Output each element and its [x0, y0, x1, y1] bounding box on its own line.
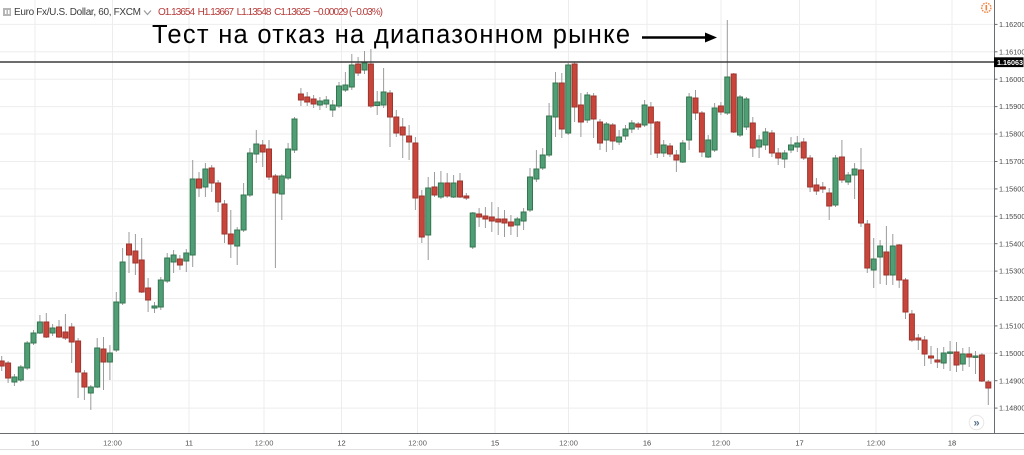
- svg-text:1.15100: 1.15100: [999, 322, 1024, 331]
- svg-text:1.15000: 1.15000: [999, 349, 1024, 358]
- svg-text:1.16000: 1.16000: [999, 75, 1024, 84]
- svg-text:1.15600: 1.15600: [999, 185, 1024, 194]
- svg-text:1.15700: 1.15700: [999, 157, 1024, 166]
- svg-text:Тест на отказ на диапазонном р: Тест на отказ на диапазонном рынке: [152, 21, 630, 49]
- svg-text:1.15300: 1.15300: [999, 267, 1024, 276]
- svg-text:1.16100: 1.16100: [999, 47, 1024, 56]
- svg-text:12:00: 12:00: [255, 439, 274, 448]
- svg-text:1.15800: 1.15800: [999, 130, 1024, 139]
- svg-text:1.15500: 1.15500: [999, 212, 1024, 221]
- svg-text:1.16200: 1.16200: [999, 20, 1024, 29]
- svg-text:1.14800: 1.14800: [999, 404, 1024, 413]
- svg-text:12:00: 12:00: [408, 439, 427, 448]
- svg-text:1.15900: 1.15900: [999, 102, 1024, 111]
- svg-text:Euro Fx/U.S. Dollar, 60, FXCM: Euro Fx/U.S. Dollar, 60, FXCM: [14, 7, 141, 18]
- svg-text:1.15200: 1.15200: [999, 294, 1024, 303]
- svg-text:16: 16: [643, 439, 651, 448]
- svg-text:11: 11: [185, 439, 193, 448]
- svg-text:»: »: [973, 418, 979, 430]
- svg-text:1.14900: 1.14900: [999, 376, 1024, 385]
- svg-text:12:00: 12:00: [712, 439, 731, 448]
- svg-text:10: 10: [31, 439, 39, 448]
- svg-text:12: 12: [337, 439, 345, 448]
- svg-text:12:00: 12:00: [103, 439, 122, 448]
- svg-text:12:00: 12:00: [867, 439, 886, 448]
- svg-text:17: 17: [795, 439, 803, 448]
- svg-text:O1.13654 H1.13667 L1.13548: O1.13654 H1.13667 L1.13548 C1.13625 −0.0…: [158, 7, 383, 18]
- svg-text:18: 18: [948, 439, 956, 448]
- svg-text:1.16063: 1.16063: [997, 58, 1023, 67]
- svg-text:12:00: 12:00: [559, 439, 578, 448]
- svg-text:1.15400: 1.15400: [999, 239, 1024, 248]
- svg-text:15: 15: [491, 439, 499, 448]
